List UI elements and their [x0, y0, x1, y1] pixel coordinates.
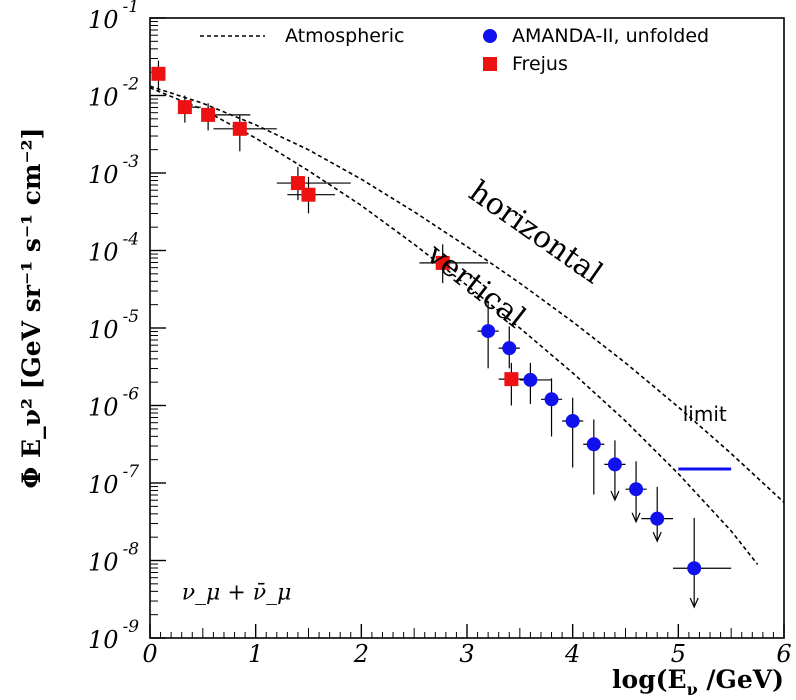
y-tick-label: 10 -3: [88, 152, 139, 189]
amanda-ii-unfolded-arrow: [652, 531, 662, 543]
y-tick-label: 10 -5: [88, 307, 139, 344]
amanda-ii-unfolded-point: [523, 372, 538, 387]
amanda-ii-unfolded-point: [586, 437, 601, 452]
frejus-point: [151, 66, 166, 81]
annotation-vertical: vertical: [419, 236, 532, 335]
frejus-point: [177, 100, 192, 115]
legend: Atmospheric AMANDA-II, unfolded Frejus: [200, 25, 709, 75]
x-tick-label: 5: [671, 640, 686, 668]
y-tick-label: 10 -7: [88, 462, 139, 499]
legend-square-swatch: [483, 57, 497, 71]
atmospheric-vertical-curve: [149, 87, 759, 565]
y-tick-label: 10 -9: [88, 617, 139, 654]
frejus-point: [504, 372, 519, 387]
amanda-ii-unfolded-point: [544, 392, 559, 407]
annotation-limit: limit: [683, 402, 727, 426]
x-tick-label: 0: [142, 640, 157, 668]
plot-frame: [149, 17, 785, 639]
amanda-ii-unfolded-point: [502, 341, 517, 356]
x-tick-label: 4: [564, 640, 580, 668]
amanda-ii-unfolded-arrow: [631, 512, 641, 524]
y-tick-label: 10 -4: [88, 230, 139, 267]
amanda-ii-unfolded-point: [481, 324, 496, 339]
amanda-ii-unfolded-point: [687, 561, 702, 576]
legend-label: AMANDA-II, unfolded: [512, 25, 709, 47]
amanda-ii-unfolded-arrow: [610, 490, 620, 502]
legend-circle-swatch: [483, 29, 497, 43]
x-tick-label: 2: [353, 640, 369, 668]
x-tick-label: 1: [248, 640, 263, 668]
amanda-ii-unfolded-point: [629, 482, 644, 497]
axis-ticks: 0 1 2 3 4 5 6 10 -1 10 -2 10 -3 10 -4 10 -5 10 -6 10 -7 10 -8 1…: [88, 0, 792, 668]
y-tick-label: 10 -1: [88, 0, 139, 34]
atmospheric-horizontal-curve: [149, 85, 785, 503]
plot-border: [149, 17, 785, 639]
frejus-point: [290, 176, 305, 191]
y-tick-label: 10 -8: [88, 540, 139, 577]
amanda-ii-unfolded-point: [650, 511, 665, 526]
y-axis-label: Φ E_ν² [GeV sr⁻¹ s⁻¹ cm⁻²]: [17, 128, 46, 489]
x-axis-label: log(Eν /GeV): [612, 665, 784, 699]
legend-label: Atmospheric: [285, 25, 404, 47]
amanda-ii-unfolded-arrow: [689, 597, 699, 609]
amanda-ii-unfolded-point: [607, 457, 622, 472]
frejus-point: [201, 107, 216, 122]
frejus-point: [232, 121, 247, 136]
atmospheric-curves: [149, 85, 785, 565]
y-tick-label: 10 -6: [88, 385, 139, 422]
annotation-neutrino-label: ν_μ + ν̄_μ: [182, 580, 292, 605]
legend-label: Frejus: [512, 53, 568, 75]
frejus-point: [435, 255, 450, 270]
frejus-point: [301, 187, 316, 202]
x-tick-label: 6: [776, 640, 791, 668]
x-tick-label: 3: [459, 640, 474, 668]
y-tick-label: 10 -2: [88, 75, 139, 112]
data-points: [151, 60, 732, 609]
axis-labels: log(Eν /GeV) Φ E_ν² [GeV sr⁻¹ s⁻¹ cm⁻²]: [17, 128, 784, 699]
amanda-ii-unfolded-point: [565, 414, 580, 428]
